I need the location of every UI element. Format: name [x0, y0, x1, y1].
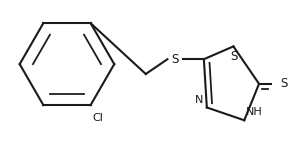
Text: N: N: [194, 94, 203, 105]
Text: NH: NH: [246, 107, 263, 117]
Text: S: S: [172, 53, 179, 66]
Text: S: S: [281, 77, 288, 90]
Text: S: S: [231, 50, 238, 63]
Text: Cl: Cl: [92, 113, 103, 123]
